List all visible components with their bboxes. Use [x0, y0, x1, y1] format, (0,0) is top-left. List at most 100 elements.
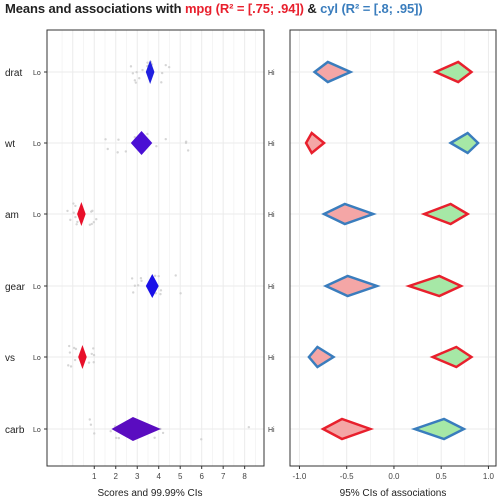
raw-point [135, 70, 138, 74]
left-axes: 1 2 3 4 5 6 7 8 drat Lo Hi wt Lo Hi am Lo Hi gear Lo Hi vs Lo… [4, 29, 275, 481]
raw-point [74, 204, 77, 208]
raw-point [160, 81, 163, 84]
raw-point [67, 364, 70, 367]
right-association-diamonds [304, 60, 480, 441]
mean-diamond-drat [145, 60, 155, 84]
raw-point [161, 431, 165, 435]
raw-point [153, 436, 156, 439]
mpg-assoc-diamond-drat [432, 60, 474, 84]
left-x-tick-label: 8 [242, 472, 247, 481]
right-x-tick-label: 0.5 [436, 472, 448, 481]
raw-point [174, 274, 177, 277]
raw-point [73, 358, 77, 362]
raw-point [133, 284, 137, 287]
raw-point [133, 135, 136, 139]
raw-point [92, 361, 95, 364]
raw-point [72, 202, 75, 205]
mean-diamond-vs [78, 345, 87, 369]
raw-point [138, 76, 141, 80]
raw-point [114, 436, 118, 440]
cyl-assoc-diamond-gear [322, 274, 381, 298]
left-x-tick-label: 4 [156, 472, 161, 481]
mpg-assoc-diamond-vs [429, 345, 474, 369]
raw-point [92, 353, 96, 357]
hi-label: Hi [268, 427, 275, 434]
right-x-tick-label: -1.0 [293, 472, 307, 481]
lo-label: Lo [33, 141, 41, 148]
raw-point [90, 210, 93, 213]
raw-point [164, 63, 167, 67]
raw-point [75, 223, 78, 226]
left-panel-border [46, 29, 265, 467]
right-gridlines [290, 30, 496, 466]
row-label-carb: carb [5, 425, 25, 436]
raw-point [134, 81, 138, 84]
raw-point [66, 209, 69, 213]
row-label-gear: gear [5, 282, 26, 293]
title-mpg: mpg (R² = [.75; .94]) [184, 1, 304, 16]
lo-label: Lo [33, 70, 41, 77]
raw-point [68, 351, 72, 354]
right-x-axis-label: 95% CIs of associations [340, 488, 447, 499]
left-mean-diamonds [77, 60, 161, 441]
raw-point [95, 218, 98, 221]
raw-point [140, 279, 143, 283]
raw-point [159, 292, 162, 296]
raw-point [117, 436, 121, 440]
left-x-tick-label: 1 [92, 472, 97, 481]
raw-point [130, 277, 134, 280]
raw-point [247, 425, 251, 429]
raw-point [141, 68, 144, 72]
left-gridlines [47, 30, 264, 466]
raw-point [131, 72, 135, 75]
raw-point [87, 361, 91, 364]
raw-point [76, 220, 79, 224]
cyl-assoc-diamond-wt [448, 131, 480, 155]
raw-point [67, 344, 71, 348]
raw-point [139, 277, 143, 280]
mean-diamond-wt [130, 131, 153, 155]
hi-label: Hi [268, 212, 275, 219]
right-panel-border [289, 29, 497, 467]
mean-diamond-gear [145, 274, 159, 298]
raw-point [160, 71, 164, 75]
left-x-tick-label: 2 [114, 472, 119, 481]
raw-point [146, 61, 149, 64]
raw-point [69, 218, 72, 222]
raw-point [90, 222, 93, 226]
mpg-assoc-diamond-gear [405, 274, 465, 298]
raw-point [153, 274, 157, 278]
raw-point [129, 65, 133, 68]
raw-point [89, 423, 93, 426]
chart-title: Means and associations with mpg (R² = [.… [5, 1, 423, 16]
raw-point [146, 132, 149, 136]
raw-point [154, 292, 158, 295]
raw-point [74, 215, 77, 219]
raw-point [116, 151, 119, 154]
left-panel: 1 2 3 4 5 6 7 8 drat Lo Hi wt Lo Hi am Lo Hi gear Lo Hi vs Lo… [4, 29, 275, 499]
raw-point [136, 284, 140, 287]
mpg-assoc-diamond-am [420, 202, 471, 226]
right-x-tick-label: 0.0 [388, 472, 400, 481]
raw-point [164, 137, 167, 141]
raw-point [179, 292, 182, 295]
raw-point [104, 138, 107, 141]
lo-label: Lo [33, 212, 41, 219]
raw-point [88, 223, 92, 226]
raw-point [167, 65, 171, 69]
lo-label: Lo [33, 284, 41, 291]
left-x-tick-label: 7 [221, 472, 226, 481]
left-x-tick-label: 3 [135, 472, 140, 481]
row-label-am: am [5, 210, 19, 221]
hi-label: Hi [268, 141, 275, 148]
right-axes: -1.0 -0.5 0.0 0.5 1.0 [289, 29, 497, 481]
mpg-assoc-diamond-wt [304, 131, 326, 155]
title-cyl: cyl (R² = [.8; .95]) [320, 1, 423, 16]
left-x-tick-label: 5 [178, 472, 183, 481]
raw-point [132, 291, 135, 294]
mpg-assoc-diamond-carb [320, 417, 375, 441]
right-x-tick-label: -0.5 [340, 472, 354, 481]
raw-point [106, 147, 109, 151]
raw-point [109, 430, 112, 433]
